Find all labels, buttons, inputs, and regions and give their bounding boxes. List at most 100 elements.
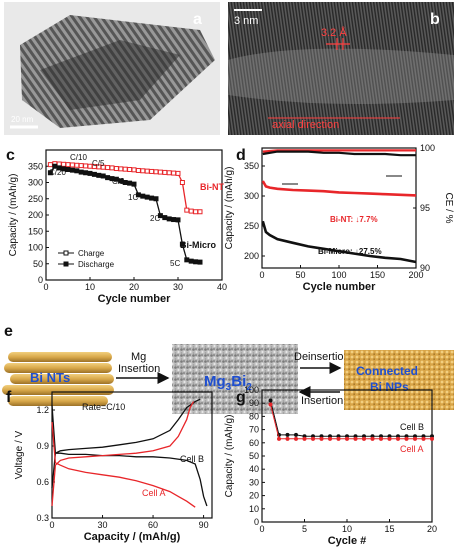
bi-nt-point: [61, 161, 67, 167]
bi-nt-point: [65, 162, 71, 168]
cycle-point: [370, 436, 375, 441]
voltage-curve: [51, 401, 195, 507]
x-axis-label: Cycle number: [98, 293, 171, 305]
y-tick-label: 0: [38, 275, 43, 285]
bi-micro-point: [100, 173, 106, 179]
y-tick-label: 350: [244, 161, 259, 171]
cycle-point: [396, 436, 400, 441]
bi-nt-point: [78, 163, 84, 169]
cycle-point: [294, 436, 298, 441]
panel-b: 3 nm 3.2 Å axial direction b: [228, 2, 454, 135]
y-axis-label: Capacity / (mAh/g): [8, 174, 19, 257]
cycle-point: [311, 436, 315, 441]
bi-micro-point: [96, 172, 102, 178]
y-axis-label: Voltage / V: [14, 430, 25, 479]
annotation-bi-micro: Bi-Micro: ↓27.5%: [318, 247, 382, 256]
y-tick-label: 250: [244, 221, 259, 231]
bi-nt-point: [188, 208, 194, 214]
bi-nt-point: [113, 166, 119, 172]
bi-micro-point: [188, 258, 194, 264]
y2-tick-label: 100: [420, 143, 435, 153]
x-tick-label: 30: [98, 520, 108, 530]
x-tick-label: 200: [408, 270, 423, 280]
hrtem-image-b: [228, 2, 454, 135]
bi-nps-label: Bi NPs: [370, 380, 409, 394]
x-axis-label: Cycle #: [328, 535, 367, 547]
mg3bi2-label: Mg3Bi2: [204, 373, 252, 393]
panel-e-schematic: e Bi NTs Mg Insertion Mg3Bi2 Deinsertion…: [2, 323, 454, 414]
cycle-point: [387, 436, 392, 441]
bi-nt-point: [131, 167, 137, 173]
x-tick-label: 90: [199, 520, 209, 530]
bi-micro-point: [105, 175, 111, 181]
x-tick-label: 40: [217, 282, 227, 292]
cycle-point: [336, 436, 341, 441]
series-line: [262, 149, 416, 153]
bi-micro-point: [175, 217, 181, 223]
bi-nt-point: [83, 163, 89, 169]
y-tick-label: 200: [28, 210, 43, 220]
series-label-bi-micro: Bi-Micro: [180, 240, 217, 250]
bi-nt-point: [122, 166, 128, 172]
bi-nt-point: [197, 209, 203, 215]
bi-micro-point: [166, 216, 172, 222]
cycle-point: [345, 436, 349, 441]
bi-micro-point: [69, 167, 75, 173]
panel-letter-d: d: [236, 147, 246, 164]
voltage-curve: [51, 421, 196, 508]
insertion-label-1: Insertion: [118, 363, 160, 375]
scale-bar-b-label: 3 nm: [234, 15, 258, 27]
series-line: [262, 150, 416, 157]
rate-label: 2C: [150, 214, 160, 223]
bi-nt-point: [162, 169, 168, 175]
bi-micro-point: [131, 181, 137, 187]
rate-label: C/20: [49, 168, 66, 177]
axial-direction-label: axial direction: [272, 119, 339, 131]
y-axis-label: Capacity / (mAh/g): [224, 167, 235, 250]
bi-nt-point: [166, 170, 172, 176]
bi-micro-point: [149, 195, 155, 201]
x-tick-label: 20: [129, 282, 139, 292]
cycle-point: [421, 436, 426, 441]
cycle-point: [413, 436, 417, 441]
panel-d-chart: d 0 50 100 150 200 200 250 300 350 Cycle number Cap…: [224, 143, 454, 293]
bi-micro-point: [171, 217, 177, 223]
bi-micro-point: [47, 170, 53, 176]
bi-nt-point: [140, 168, 146, 174]
bi-nt-point: [109, 165, 115, 171]
mg-label: Mg: [131, 351, 146, 363]
rate-label: 1C: [128, 193, 138, 202]
cell-a-label: Cell A: [142, 488, 166, 498]
bi-nt-point: [135, 167, 141, 173]
rate-label: C/10: [70, 153, 87, 162]
y-tick-label: 150: [28, 226, 43, 236]
y-tick-label: 40: [249, 464, 259, 474]
x-tick-label: 0: [259, 524, 264, 534]
cycle-point: [362, 436, 366, 441]
rate-label-f: Rate=C/10: [82, 402, 125, 412]
bi-micro-point: [193, 259, 199, 265]
y-tick-label: 100: [28, 243, 43, 253]
insertion-label-2: Insertion: [301, 395, 343, 407]
annotation-bi-nt: Bi-NT: ↓7.7%: [330, 215, 378, 224]
panel-letter-a: a: [193, 11, 202, 28]
panel-letter-f: f: [6, 389, 12, 406]
panel-letter-e: e: [4, 323, 13, 340]
cycle-point: [294, 432, 298, 437]
rate-label: C/2: [112, 177, 125, 186]
cycle-point: [277, 436, 281, 441]
cycle-point: [379, 436, 383, 441]
cycle-point: [319, 436, 324, 441]
bi-nt-point: [153, 169, 159, 175]
y-tick-label: 0.9: [36, 441, 49, 451]
y-tick-label: 200: [244, 251, 259, 261]
panel-letter-c: c: [6, 147, 15, 164]
x-tick-label: 5: [302, 524, 307, 534]
x-tick-label: 0: [49, 520, 54, 530]
bi-nt-point: [149, 168, 155, 174]
x-tick-label: 0: [259, 270, 264, 280]
x-axis-label: Capacity / (mAh/g): [84, 531, 181, 543]
y-tick-label: 50: [249, 451, 259, 461]
cycle-point: [404, 436, 409, 441]
x-axis-label: Cycle number: [303, 281, 376, 293]
